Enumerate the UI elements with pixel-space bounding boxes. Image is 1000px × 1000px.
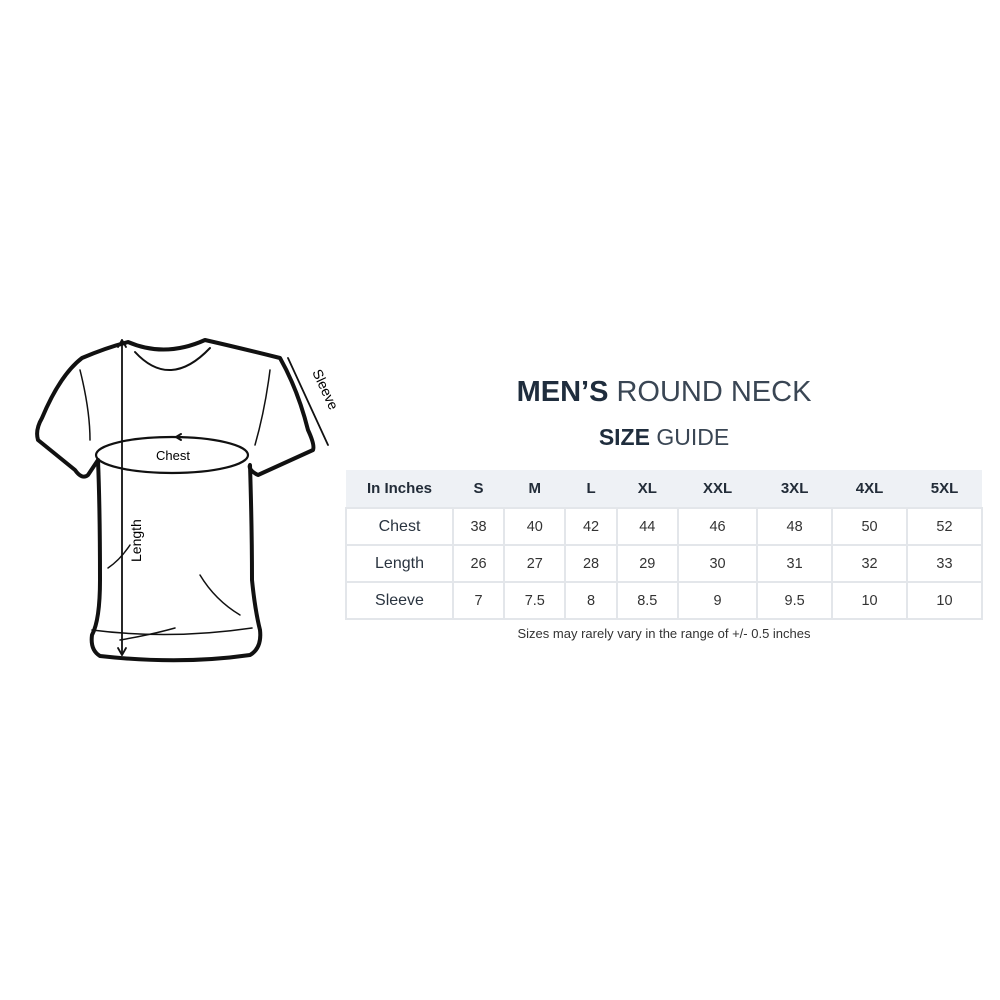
table-cell: 29 [615,544,679,583]
header-cell: 4XL [832,470,907,508]
tshirt-diagram: Chest Length Sleeve [35,338,340,663]
header-cell: In Inches [346,470,453,508]
table-cell: 52 [905,507,984,546]
size-table: In Inches S M L XL XXL 3XL 4XL 5XL Chest… [345,470,984,620]
table-cell: 30 [676,544,759,583]
page-title: MEN’S ROUND NECK [345,376,983,409]
table-cell: 32 [831,544,908,583]
header-cell: S [453,470,505,508]
table-cell: 8 [564,581,618,620]
header-cell: L [565,470,617,508]
table-cell: 42 [564,507,618,546]
table-cell: 7.5 [503,581,567,620]
table-cell: 50 [831,507,908,546]
table-cell: 40 [503,507,567,546]
row-label: Length [345,544,454,583]
table-header-row: In Inches S M L XL XXL 3XL 4XL 5XL [346,470,982,508]
table-cell: 10 [905,581,984,620]
title-bold: MEN’S [516,376,609,408]
table-cell: 46 [676,507,759,546]
title-light: ROUND NECK [616,376,812,408]
table-row: Chest 38 40 42 44 46 48 50 52 [345,507,984,546]
header-cell: XXL [677,470,758,508]
table-row: Length 26 27 28 29 30 31 32 33 [345,544,984,583]
table-cell: 8.5 [615,581,679,620]
length-label: Length [128,519,144,562]
header-cell: 3XL [757,470,833,508]
subtitle-light: GUIDE [656,424,730,450]
header-cell: 5XL [906,470,982,508]
table-cell: 27 [503,544,567,583]
page-subtitle: SIZE GUIDE [345,424,983,451]
header-cell: XL [616,470,678,508]
chest-label: Chest [156,448,190,463]
table-cell: 48 [756,507,834,546]
table-row: Sleeve 7 7.5 8 8.5 9 9.5 10 10 [345,581,984,620]
table-cell: 33 [905,544,984,583]
subtitle-bold: SIZE [598,424,650,450]
table-cell: 9.5 [756,581,834,620]
row-label: Chest [345,507,454,546]
table-cell: 44 [615,507,679,546]
table-cell: 28 [564,544,618,583]
table-cell: 10 [831,581,908,620]
shirt-outline [35,338,316,663]
chest-measure-ellipse [94,435,250,475]
table-cell: 7 [451,581,506,620]
sleeve-label: Sleeve [309,367,340,413]
table-cell: 38 [451,507,506,546]
table-cell: 9 [676,581,759,620]
row-label: Sleeve [345,581,454,620]
header-cell: M [504,470,566,508]
table-cell: 31 [756,544,834,583]
size-variation-note: Sizes may rarely vary in the range of +/… [517,626,811,641]
sleeve-measure-line [287,357,329,446]
table-cell: 26 [451,544,506,583]
